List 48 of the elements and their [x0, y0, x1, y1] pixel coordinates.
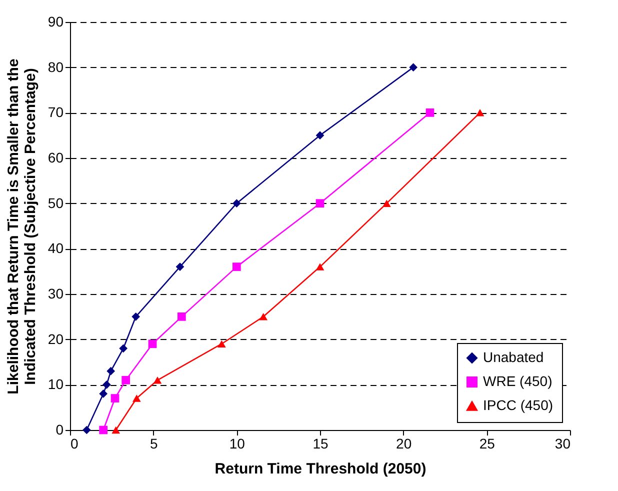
point [102, 380, 111, 389]
point [259, 313, 268, 320]
point [112, 426, 120, 434]
point [132, 394, 141, 402]
legend-label: Unabated [483, 349, 544, 365]
point [110, 394, 120, 402]
x-tick-label: 0 [70, 436, 78, 452]
point [122, 376, 130, 384]
point [99, 390, 108, 398]
y-tick-label: 80 [48, 58, 64, 75]
point [382, 200, 391, 207]
point [316, 199, 324, 208]
point [409, 63, 418, 72]
x-tick-label: 25 [479, 436, 496, 452]
point [82, 426, 91, 434]
y-axis-title: Likelihood that Return Time is Smaller than the Indicated Threshold (Subjective Percentage) [4, 58, 39, 394]
point [426, 108, 434, 117]
y-tick-label: 0 [56, 422, 64, 438]
point [316, 131, 324, 140]
x-tick-label: 10 [229, 436, 246, 452]
point [217, 340, 226, 348]
y-tick-label: 60 [48, 150, 64, 166]
x-tick-label: 5 [150, 436, 158, 452]
point [476, 109, 484, 116]
x-tick-label: 30 [554, 436, 571, 452]
y-tick-label: 20 [48, 330, 64, 347]
point [177, 312, 186, 321]
y-tick-label: 40 [48, 240, 64, 256]
point [316, 263, 324, 270]
y-tick-label: 10 [48, 376, 64, 392]
point [232, 199, 241, 208]
y-tick-label: 30 [48, 286, 64, 302]
point [132, 312, 140, 321]
y-tick-label: 70 [48, 104, 64, 120]
x-axis-title: Return Time Threshold (2050) [214, 460, 426, 478]
point [232, 262, 241, 271]
point [106, 366, 116, 376]
point [99, 426, 108, 434]
x-tick-label: 15 [312, 436, 328, 452]
point [153, 376, 162, 384]
point [148, 340, 157, 348]
y-tick-label: 90 [48, 14, 64, 30]
legend-label: WRE (450) [483, 373, 552, 389]
point [119, 344, 128, 353]
legend-label: IPCC (450) [483, 397, 554, 413]
x-tick-label: 20 [396, 436, 412, 452]
y-tick-label: 50 [48, 194, 64, 211]
point [176, 262, 184, 271]
